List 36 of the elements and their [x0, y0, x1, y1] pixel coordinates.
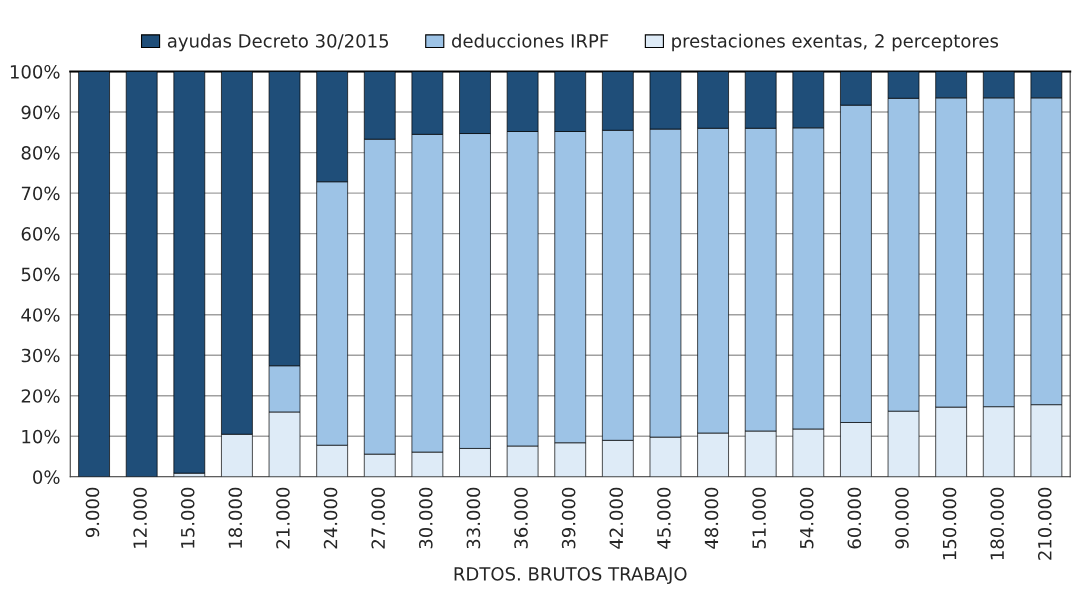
y-tick-label: 10% [22, 429, 60, 444]
x-tick-label: 21.000 [276, 487, 290, 549]
x-tick-label: 18.000 [228, 487, 243, 548]
x-tick-label: 210.000 [1037, 487, 1052, 560]
y-tick-label: 30% [21, 348, 60, 363]
y-tick-label: 60% [21, 227, 60, 241]
y-tick-label: 80% [21, 146, 60, 160]
y-tick-label: 100% [10, 64, 60, 79]
x-tick-label: 39.000 [561, 487, 576, 549]
x-tick-label: 150.000 [942, 487, 957, 560]
legend-label: deducciones IRPF [452, 33, 609, 48]
x-tick-label: 54.000 [799, 487, 814, 549]
x-tick-label: 15.000 [180, 487, 195, 548]
x-tick-label: 12.000 [133, 487, 147, 548]
x-tick-label: 51.000 [752, 487, 766, 549]
x-axis-title: RDTOS. BRUTOS TRABAJO [454, 567, 687, 585]
x-tick-label: 60.000 [847, 487, 862, 549]
x-tick-label: 45.000 [657, 487, 671, 549]
y-tick-label: 70% [21, 186, 60, 201]
x-tick-label: 48.000 [704, 487, 719, 549]
x-tick-label: 180.000 [990, 487, 1005, 560]
x-tick-label: 33.000 [466, 487, 481, 549]
y-tick-label: 20% [21, 389, 60, 403]
x-tick-label: 36.000 [514, 487, 528, 549]
y-tick-label: 50% [21, 267, 60, 282]
x-tick-label: 24.000 [323, 487, 338, 549]
legend-label: prestaciones exentas, 2 perceptores [672, 33, 999, 52]
x-tick-label: 30.000 [418, 487, 433, 549]
y-tick-label: 0% [33, 470, 60, 484]
x-tick-label: 9.000 [85, 487, 100, 538]
legend-label: ayudas Decreto 30/2015 [167, 33, 389, 52]
x-tick-label: 42.000 [609, 487, 624, 549]
y-tick-label: 90% [21, 105, 60, 120]
y-tick-label: 40% [21, 308, 60, 322]
x-tick-label: 27.000 [371, 487, 385, 549]
x-tick-label: 90.000 [895, 487, 909, 549]
